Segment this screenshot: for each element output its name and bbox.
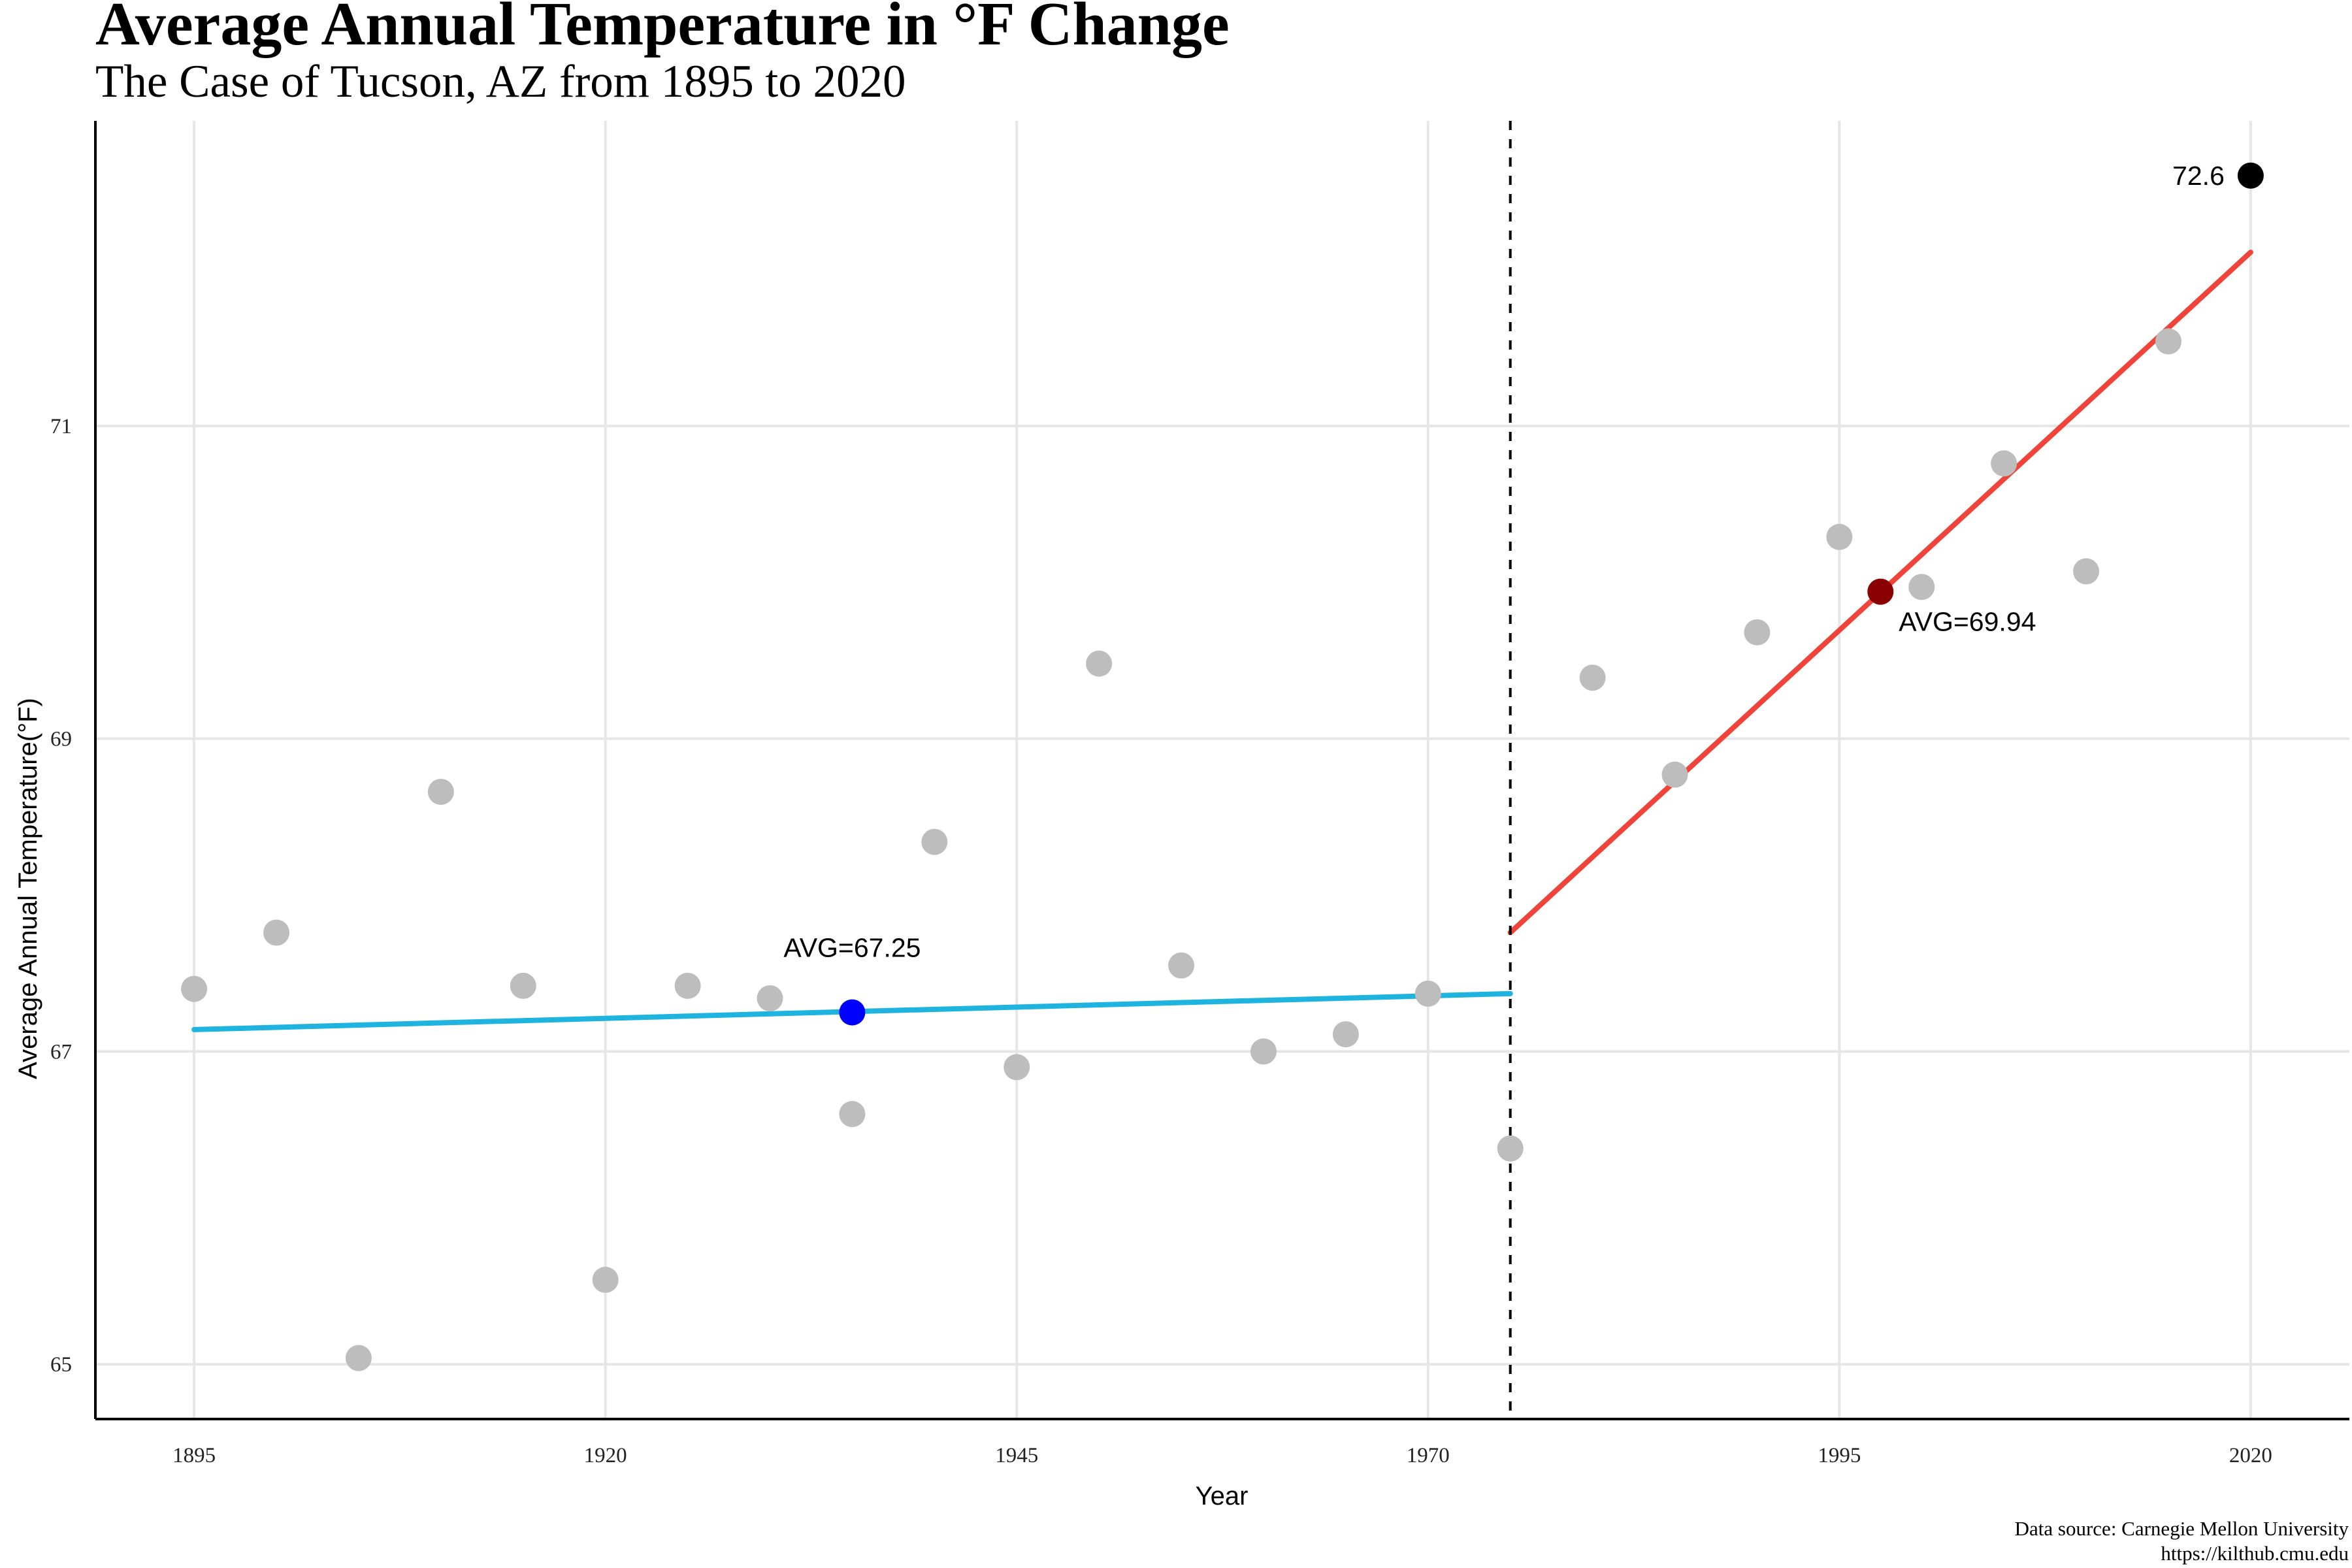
- y-tick-label: 65: [50, 1353, 72, 1377]
- axes: [94, 121, 2349, 1420]
- gridlines: [95, 121, 2349, 1419]
- highlight-point: [839, 999, 866, 1026]
- data-point: [1332, 1021, 1359, 1048]
- data-point: [427, 779, 454, 806]
- data-point: [757, 985, 783, 1012]
- data-point: [345, 1345, 372, 1371]
- x-tick-label: 1970: [1407, 1444, 1450, 1467]
- tick-labels: 1895 1920 1945 1970 1995 2020 65 67 69 71: [50, 415, 2272, 1467]
- x-tick-label: 1945: [995, 1444, 1038, 1467]
- y-tick-label: 69: [50, 728, 72, 751]
- highlight-label: AVG=69.94: [1899, 607, 2036, 637]
- chart-subtitle: The Case of Tucson, AZ from 1895 to 2020: [95, 56, 906, 107]
- data-point: [510, 972, 536, 999]
- data-point: [1826, 523, 1853, 550]
- data-point: [1991, 450, 2017, 477]
- highlight-point: [1867, 578, 1894, 605]
- data-point: [592, 1266, 619, 1293]
- x-tick-label: 1895: [172, 1444, 216, 1467]
- chart-title: Average Annual Temperature in °F Change: [95, 0, 1230, 58]
- trend-lines: [191, 250, 2253, 1032]
- y-tick-label: 71: [50, 415, 72, 438]
- data-point: [1744, 619, 1771, 645]
- data-point: [1661, 761, 1688, 788]
- x-axis-label: Year: [1196, 1482, 1249, 1511]
- data-point: [1250, 1038, 1277, 1065]
- data-point: [839, 1101, 866, 1128]
- data-point: [1168, 952, 1195, 979]
- data-point: [1414, 980, 1441, 1007]
- x-tick-label: 1920: [584, 1444, 627, 1467]
- x-tick-label: 1995: [1818, 1444, 1861, 1467]
- data-point: [263, 919, 290, 946]
- data-point: [674, 972, 701, 999]
- highlight-points: AVG=67.25 AVG=69.94 72.6: [783, 161, 2264, 1026]
- data-points: [181, 328, 2181, 1371]
- data-point: [1004, 1054, 1030, 1081]
- data-point: [1497, 1135, 1524, 1162]
- data-point: [1086, 650, 1113, 677]
- y-axis-label: Average Annual Temperature(°F): [14, 698, 42, 1079]
- caption-source: Data source: Carnegie Mellon University: [2015, 1517, 2349, 1540]
- highlight-label: 72.6: [2172, 161, 2225, 191]
- x-tick-label: 2020: [2229, 1444, 2272, 1467]
- data-point: [2073, 558, 2100, 585]
- caption-url: https://kilthub.cmu.edu: [2161, 1542, 2349, 1565]
- y-tick-label: 67: [50, 1040, 72, 1064]
- data-point: [921, 828, 948, 855]
- data-point: [1908, 574, 1935, 600]
- data-point: [181, 975, 208, 1002]
- data-point: [2155, 328, 2181, 355]
- highlight-label: AVG=67.25: [783, 933, 921, 963]
- data-point: [1579, 664, 1606, 691]
- highlight-point: [2237, 162, 2264, 189]
